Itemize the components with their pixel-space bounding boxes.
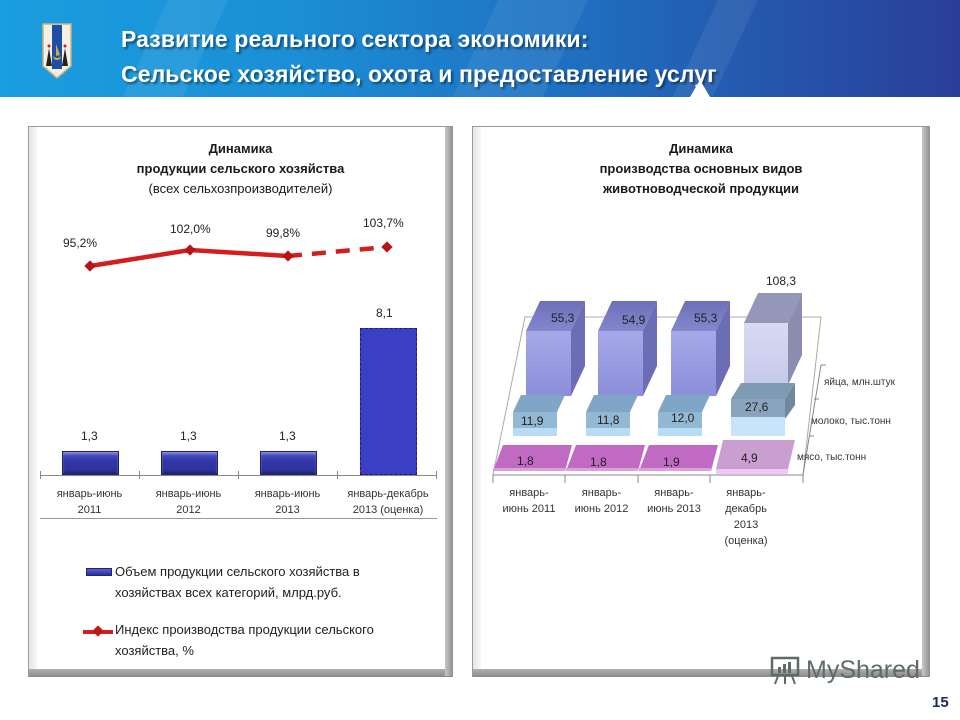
watermark: MyShared [768,655,920,685]
livestock-3d-bar-plot [492,293,826,483]
line-label: 95,2% [63,236,98,250]
bar-jan-jun-2011 [62,451,119,475]
line-label: 99,8% [266,226,301,240]
chart-title-line-2: производства основных видов [599,161,803,176]
chart-title-line-3: животноводческой продукции [602,181,800,196]
bar-label: 1,3 [180,429,197,443]
bar-label: 8,1 [376,306,393,320]
watermark-text: MyShared [806,655,920,684]
livestock-production-chart-panel: Динамика производства основных видов жив… [472,126,930,677]
line-label: 103,7% [363,216,404,230]
chart-title-line-2: продукции сельского хозяйства [136,161,345,176]
line-label: 102,0% [170,222,211,236]
header-accent [690,80,710,97]
bar-jan-jun-2012 [161,451,218,475]
legend-line-swatch [83,630,113,634]
eggs-label: 54,9 [622,313,646,327]
series-label-milk: молоко, тыс.тонн [811,416,891,427]
meat-label: 1,8 [517,454,534,468]
milk-label: 11,9 [521,414,544,428]
bar-label: 1,3 [279,429,296,443]
meat-label: 4,9 [741,451,758,465]
milk-label: 12,0 [671,411,695,425]
eggs-label: 55,3 [551,311,575,325]
legend-bar-swatch [86,568,112,576]
eggs-label: 108,3 [766,274,797,288]
meat-label: 1,8 [590,455,607,469]
index-line-series [84,241,393,272]
agri-production-chart-panel: Динамика продукции сельского хозяйства (… [28,126,453,677]
category-label: январь-июнь 2012 [155,488,222,516]
coat-of-arms-icon [42,23,72,79]
page-number: 15 [932,694,949,711]
page-title: Развитие реального сектора экономики: Се… [121,22,717,92]
category-label: январь-июнь 2011 [502,487,556,515]
eggs-label: 55,3 [694,311,718,325]
chart-title-line-1: Динамика [208,141,273,156]
plot-bottom-border [40,518,437,519]
milk-label: 11,8 [597,413,620,427]
category-label: январь-декабрь 2013 (оценка) [724,487,768,547]
chart-title: Динамика производства основных видов жив… [473,139,929,199]
bar-label: 1,3 [81,429,98,443]
category-label: январь-июнь 2012 [574,487,629,515]
category-label: январь-декабрь 2013 (оценка) [347,488,429,516]
legend-line-label: Индекс производства продукции сельского х… [115,622,374,658]
chart-subtitle: (всех сельхозпроизводителей) [148,181,333,196]
header-banner: Развитие реального сектора экономики: Се… [0,0,960,97]
chart-title: Динамика продукции сельского хозяйства (… [29,139,452,199]
chart-title-line-1: Динамика [669,141,733,156]
series-label-eggs: яйца, млн.штук [824,377,895,388]
title-line-2: Сельское хозяйство, охота и предоставлен… [121,61,717,87]
milk-label: 27,6 [745,400,769,414]
presentation-board-icon [770,656,800,685]
bar-jan-jun-2013 [260,451,317,475]
title-line-1: Развитие реального сектора экономики: [121,26,589,52]
category-label: январь-июнь 2013 [647,487,701,515]
bar-jan-dec-2013-estimate [360,328,417,475]
series-label-meat: мясо, тыс.тонн [797,452,867,463]
legend-bar-label: Объем продукции сельского хозяйства в хоз… [115,564,360,600]
category-label: январь-июнь 2013 [254,488,321,516]
category-label: январь-июнь 2011 [56,488,123,516]
meat-label: 1,9 [663,455,680,469]
